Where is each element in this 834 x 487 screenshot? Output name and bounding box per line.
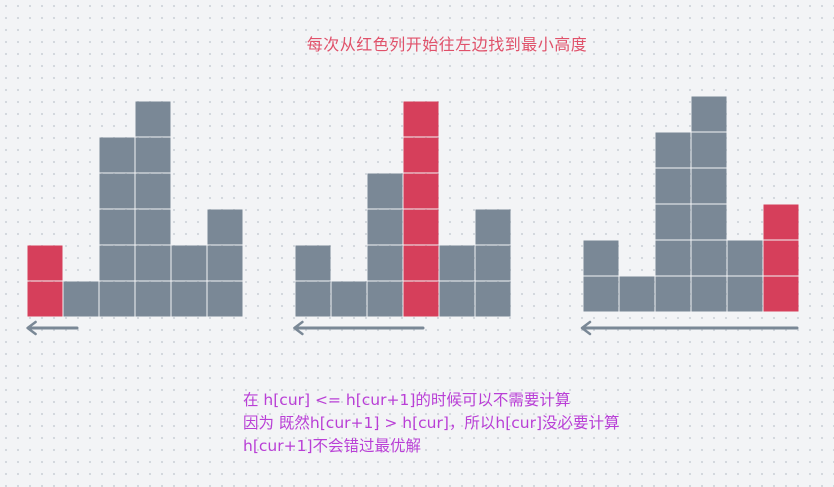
highlight-block bbox=[763, 204, 799, 240]
histogram-panel-3 bbox=[580, 96, 799, 336]
bar-block bbox=[135, 137, 171, 173]
bar-column bbox=[295, 245, 331, 317]
bar-column bbox=[207, 209, 243, 317]
bar-block bbox=[331, 281, 367, 317]
bar-block bbox=[367, 209, 403, 245]
bar-block bbox=[63, 281, 99, 317]
bar-column bbox=[439, 245, 475, 317]
note-line-3: h[cur+1]不会错过最优解 bbox=[243, 437, 421, 455]
left-arrow-icon bbox=[293, 320, 425, 336]
bar-block bbox=[691, 276, 727, 312]
bar-block bbox=[691, 96, 727, 132]
histogram-panel-1 bbox=[26, 101, 243, 336]
bar-block bbox=[655, 132, 691, 168]
highlight-block bbox=[403, 137, 439, 173]
bar-block bbox=[475, 209, 511, 245]
highlight-block bbox=[763, 276, 799, 312]
highlight-block bbox=[763, 240, 799, 276]
bar-block bbox=[691, 240, 727, 276]
bar-block bbox=[655, 168, 691, 204]
bar-block bbox=[475, 245, 511, 281]
left-arrow-icon bbox=[26, 320, 79, 336]
bar-block bbox=[727, 240, 763, 276]
bar-block bbox=[655, 240, 691, 276]
highlight-block bbox=[403, 173, 439, 209]
bar-block bbox=[583, 240, 619, 276]
bar-block bbox=[99, 245, 135, 281]
bar-column bbox=[63, 281, 99, 317]
bar-block bbox=[99, 281, 135, 317]
histogram-panel-2 bbox=[293, 101, 511, 336]
bar-block bbox=[367, 173, 403, 209]
bar-block bbox=[171, 281, 207, 317]
highlight-block bbox=[403, 245, 439, 281]
bar-column bbox=[691, 96, 727, 312]
bar-block bbox=[655, 276, 691, 312]
bar-column bbox=[583, 240, 619, 312]
bar-block bbox=[99, 137, 135, 173]
bar-block bbox=[207, 209, 243, 245]
highlight-block bbox=[403, 209, 439, 245]
bar-block bbox=[207, 245, 243, 281]
bar-column bbox=[403, 101, 439, 317]
bar-block bbox=[439, 281, 475, 317]
bar-column bbox=[99, 137, 135, 317]
bar-block bbox=[655, 204, 691, 240]
highlight-block bbox=[27, 281, 63, 317]
bar-block bbox=[171, 245, 207, 281]
bar-column bbox=[475, 209, 511, 317]
bar-block bbox=[135, 245, 171, 281]
highlight-block bbox=[27, 245, 63, 281]
bar-column bbox=[619, 276, 655, 312]
note-line-1: 在 h[cur] <= h[cur+1]的时候可以不需要计算 bbox=[243, 391, 571, 409]
bar-column bbox=[171, 245, 207, 317]
bar-block bbox=[99, 173, 135, 209]
bar-column bbox=[331, 281, 367, 317]
bar-column bbox=[135, 101, 171, 317]
bar-column bbox=[727, 240, 763, 312]
diagram-title: 每次从红色列开始往左边找到最小高度 bbox=[306, 35, 588, 54]
bar-block bbox=[135, 173, 171, 209]
bar-block bbox=[295, 281, 331, 317]
bar-column bbox=[27, 245, 63, 317]
bar-block bbox=[619, 276, 655, 312]
bar-block bbox=[295, 245, 331, 281]
highlight-block bbox=[403, 281, 439, 317]
bar-block bbox=[691, 168, 727, 204]
bar-column bbox=[763, 204, 799, 312]
left-arrow-icon bbox=[580, 320, 799, 336]
explanation-notes: 在 h[cur] <= h[cur+1]的时候可以不需要计算 因为 既然h[cu… bbox=[243, 389, 620, 458]
bar-block bbox=[583, 276, 619, 312]
note-line-2: 因为 既然h[cur+1] > h[cur]，所以h[cur]没必要计算 bbox=[243, 414, 620, 432]
bar-block bbox=[135, 101, 171, 137]
bar-block bbox=[475, 281, 511, 317]
bar-block bbox=[367, 281, 403, 317]
bar-block bbox=[99, 209, 135, 245]
bar-block bbox=[135, 281, 171, 317]
bar-block bbox=[367, 245, 403, 281]
bar-block bbox=[439, 245, 475, 281]
bar-block bbox=[135, 209, 171, 245]
bar-block bbox=[727, 276, 763, 312]
bar-column bbox=[655, 132, 691, 312]
bar-block bbox=[691, 132, 727, 168]
bar-block bbox=[207, 281, 243, 317]
bar-block bbox=[691, 204, 727, 240]
highlight-block bbox=[403, 101, 439, 137]
bar-column bbox=[367, 173, 403, 317]
